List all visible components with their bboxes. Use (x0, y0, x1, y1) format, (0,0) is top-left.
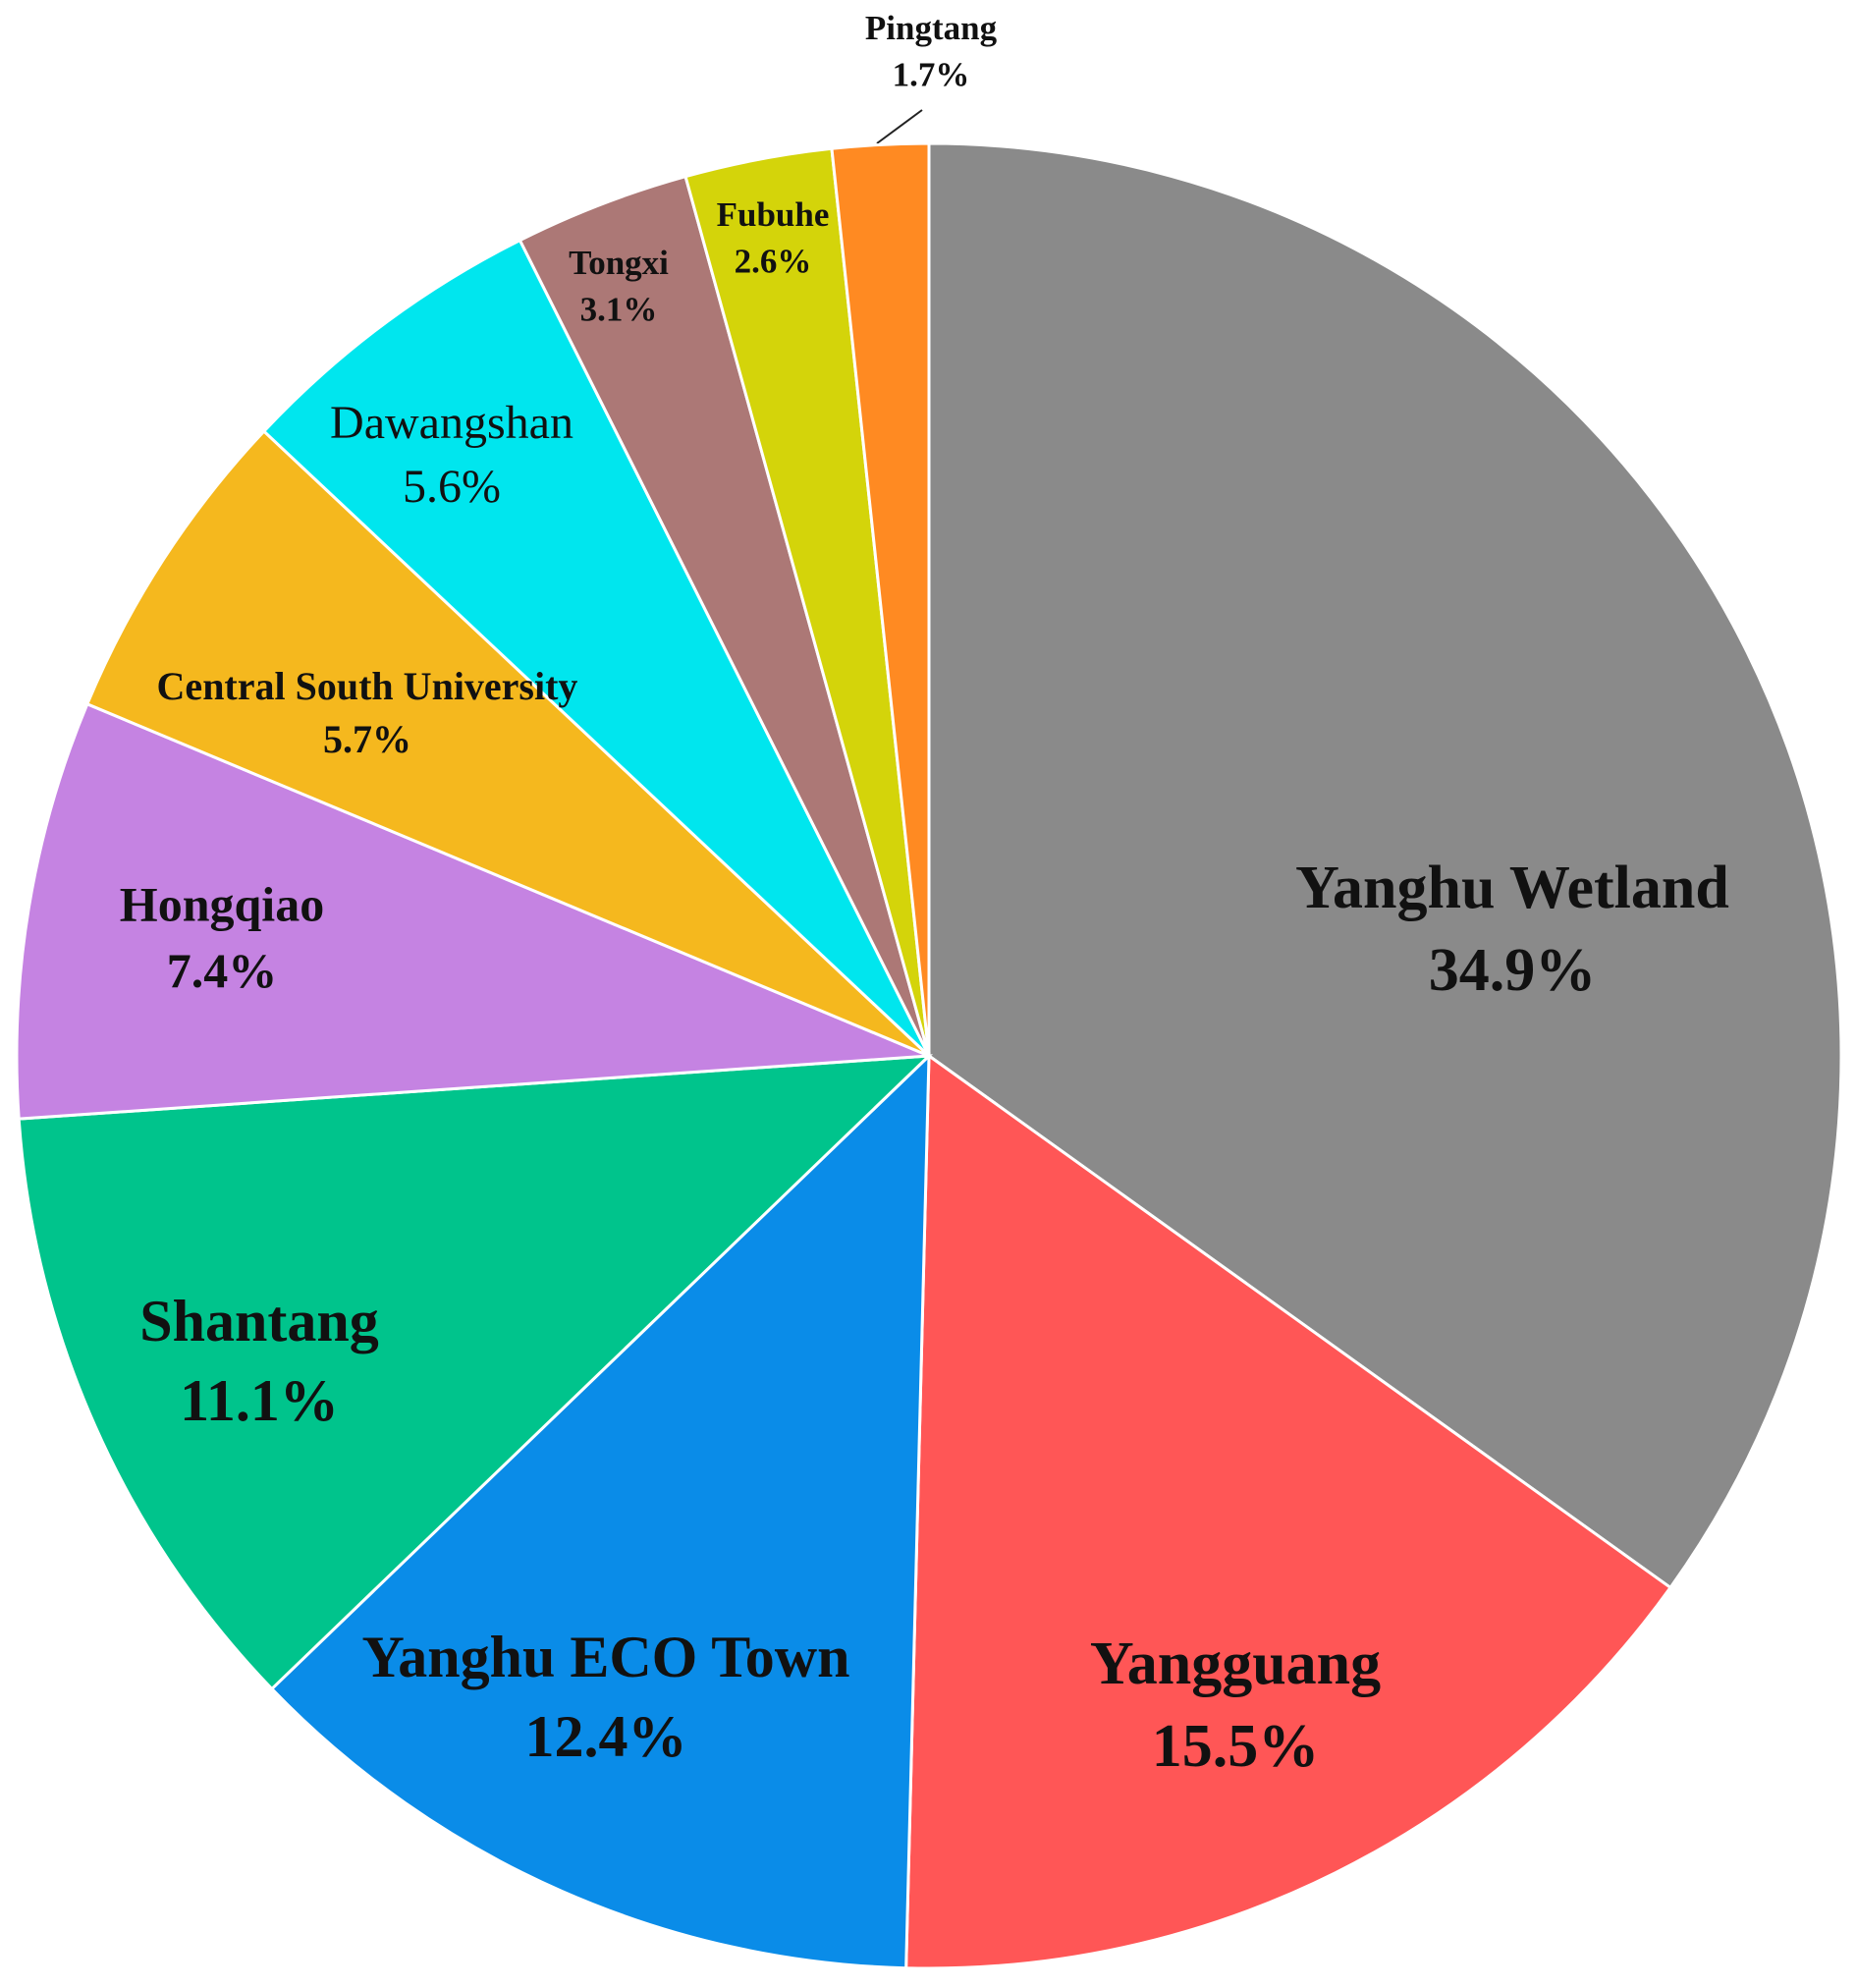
slice-value-label: 3.1% (580, 290, 658, 328)
slice-value-label: 7.4% (167, 943, 278, 998)
slice-value-label: 1.7% (893, 55, 970, 93)
slice-label: Pingtang (865, 9, 998, 47)
slice-label: Yanghu ECO Town (362, 1625, 850, 1689)
slice-label: Shantang (139, 1289, 378, 1353)
slice-value-label: 2.6% (735, 242, 812, 280)
slice-value-label: 15.5% (1152, 1713, 1320, 1780)
slice-value-label: 5.6% (403, 461, 501, 513)
pie-slice (830, 141, 931, 1057)
pie-slice (84, 428, 931, 1058)
slice-label: Hongqiao (120, 876, 324, 931)
slice-value-label: 11.1% (180, 1368, 339, 1433)
slice-label: Yanghu Wetland (1295, 855, 1729, 921)
slice-value-label: 12.4% (525, 1704, 687, 1769)
slice-label: Yangguang (1090, 1630, 1381, 1697)
slice-label: Central South University (157, 664, 578, 708)
pie-slice (927, 141, 1843, 1590)
pie-slice (269, 1052, 931, 1970)
pie-slice (17, 1054, 934, 1691)
pie-slice (904, 1053, 1673, 1970)
slice-value-label: 5.7% (323, 717, 411, 761)
leader-line (876, 109, 923, 144)
slice-value-label: 34.9% (1429, 937, 1597, 1004)
pie-slice (15, 701, 930, 1121)
slice-label: Dawangshan (330, 397, 573, 449)
slice-label: Tongxi (569, 244, 669, 282)
pie-slice (261, 238, 931, 1058)
slice-label: Fubuhe (717, 195, 830, 234)
